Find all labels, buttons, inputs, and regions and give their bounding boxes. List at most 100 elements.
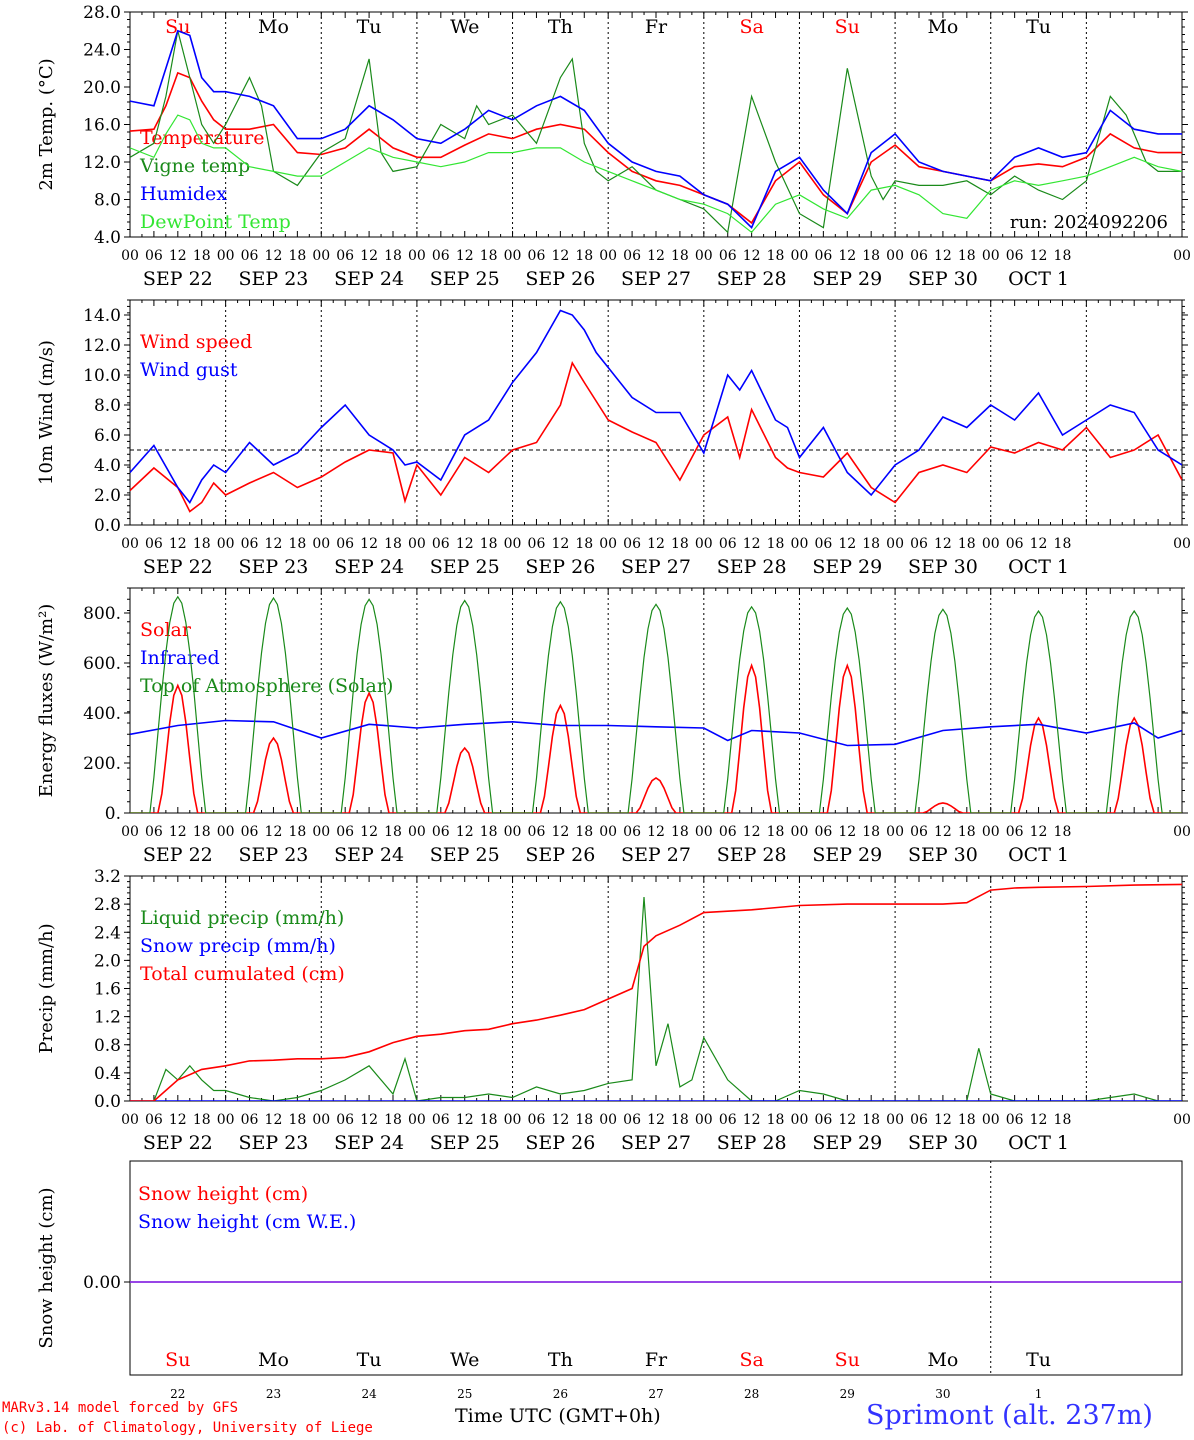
- day-label: We: [450, 1349, 479, 1371]
- x-hour-label: 06: [241, 1112, 259, 1128]
- x-date-label: SEP 23: [239, 844, 309, 866]
- x-hour-label: 00: [695, 824, 713, 840]
- x-hour-label: 00: [121, 536, 139, 552]
- x-date-label: SEP 22: [143, 844, 213, 866]
- series-line-vigne-temp: [130, 30, 1182, 234]
- x-hour-label: 12: [838, 536, 856, 552]
- day-number-label: 27: [648, 1387, 663, 1401]
- x-hour-label: 18: [767, 1112, 785, 1128]
- x-hour-label: 06: [336, 824, 354, 840]
- x-date-label: SEP 24: [334, 268, 404, 290]
- x-hour-label: 06: [1006, 248, 1024, 264]
- x-date-label: SEP 29: [812, 556, 882, 578]
- x-hour-label: 06: [719, 1112, 737, 1128]
- x-hour-label: 12: [743, 536, 761, 552]
- y-axis-label: 2m Temp. (°C): [36, 58, 57, 190]
- legend-entry: Temperature: [140, 127, 264, 149]
- x-hour-label: 06: [145, 824, 163, 840]
- x-hour-label: 00: [599, 1112, 617, 1128]
- series-line-liquid-precip-mm-h-: [130, 897, 1182, 1101]
- x-hour-label: 00: [982, 824, 1000, 840]
- x-date-label: SEP 23: [239, 268, 309, 290]
- x-date-label: SEP 29: [812, 268, 882, 290]
- x-hour-label: 06: [1006, 1112, 1024, 1128]
- x-date-label: SEP 30: [908, 1132, 978, 1154]
- x-hour-label: 12: [647, 824, 665, 840]
- x-date-label: SEP 28: [717, 268, 787, 290]
- x-hour-label: 06: [528, 824, 546, 840]
- x-hour-label: 00: [217, 248, 235, 264]
- y-tick-label: 14.0: [83, 306, 121, 326]
- x-hour-label: 12: [360, 536, 378, 552]
- x-hour-label: 12: [456, 824, 474, 840]
- x-date-label: SEP 22: [143, 556, 213, 578]
- x-hour-label: 00: [217, 536, 235, 552]
- x-hour-label: 00: [408, 536, 426, 552]
- x-hour-label: 18: [384, 248, 402, 264]
- x-hour-label: 12: [169, 824, 187, 840]
- day-label: Fr: [645, 1349, 668, 1371]
- x-hour-label: 18: [288, 1112, 306, 1128]
- x-hour-label: 12: [838, 248, 856, 264]
- x-date-label: SEP 26: [525, 1132, 595, 1154]
- x-hour-label: 18: [958, 1112, 976, 1128]
- x-hour-label: 06: [1006, 824, 1024, 840]
- x-hour-label: 06: [241, 536, 259, 552]
- x-hour-label: 06: [910, 824, 928, 840]
- x-hour-label: 06: [910, 248, 928, 264]
- x-hour-label: 06: [719, 536, 737, 552]
- day-label: Mo: [927, 1349, 958, 1371]
- y-tick-label: 3.2: [94, 867, 121, 887]
- x-date-label: OCT 1: [1008, 1132, 1069, 1154]
- y-tick-label: 16.0: [83, 116, 121, 136]
- x-hour-label: 12: [551, 1112, 569, 1128]
- x-hour-label: 18: [767, 248, 785, 264]
- x-hour-label: 18: [1054, 536, 1072, 552]
- y-tick-label: 6.0: [94, 426, 121, 446]
- series-line-top-of-atmosphere-solar-: [130, 595, 1182, 813]
- legend-entry: Total cumulated (cm): [140, 963, 345, 985]
- x-date-label: SEP 28: [717, 844, 787, 866]
- day-label: Mo: [258, 16, 289, 38]
- x-hour-label: 12: [169, 1112, 187, 1128]
- legend-entry: Infrared: [140, 647, 220, 669]
- day-label: Su: [835, 16, 860, 38]
- day-label: Tu: [1026, 1349, 1051, 1371]
- series-line-temperature: [130, 71, 1182, 225]
- x-date-label: OCT 1: [1008, 556, 1069, 578]
- x-hour-label: 18: [862, 536, 880, 552]
- x-hour-label: 18: [958, 536, 976, 552]
- x-hour-label: 00: [312, 824, 330, 840]
- copyright-credit: (c) Lab. of Climatology, University of L…: [2, 1420, 373, 1436]
- time-axis-label: Time UTC (GMT+0h): [455, 1405, 661, 1427]
- x-hour-label: 18: [575, 536, 593, 552]
- day-label: Fr: [645, 16, 668, 38]
- x-hour-label: 06: [432, 536, 450, 552]
- y-tick-label: 2.0: [94, 951, 121, 971]
- x-hour-label: 00: [312, 1112, 330, 1128]
- x-date-label: SEP 24: [334, 844, 404, 866]
- x-hour-label: 06: [336, 536, 354, 552]
- x-hour-label: 18: [862, 1112, 880, 1128]
- x-hour-label: 18: [575, 248, 593, 264]
- x-hour-label: 18: [480, 824, 498, 840]
- x-hour-label: 06: [1006, 536, 1024, 552]
- x-hour-label: 18: [288, 824, 306, 840]
- x-hour-label: 12: [1030, 248, 1048, 264]
- y-tick-label: 8.0: [94, 191, 121, 211]
- x-hour-label: 18: [288, 536, 306, 552]
- x-hour-label: 06: [910, 1112, 928, 1128]
- x-hour-label: 12: [1030, 824, 1048, 840]
- legend-entry: Top of Atmosphere (Solar): [140, 675, 393, 697]
- x-hour-label: 12: [647, 536, 665, 552]
- y-tick-label: 2.0: [94, 486, 121, 506]
- x-date-label: OCT 1: [1008, 844, 1069, 866]
- x-hour-label: 06: [623, 824, 641, 840]
- legend-entry: Wind gust: [140, 359, 238, 381]
- x-date-label: SEP 26: [525, 268, 595, 290]
- y-tick-label: 0.: [105, 804, 121, 824]
- day-number-label: 25: [457, 1387, 472, 1401]
- x-hour-label: 06: [145, 1112, 163, 1128]
- panel-frame-4: [129, 1160, 1183, 1376]
- x-hour-label: 00: [312, 536, 330, 552]
